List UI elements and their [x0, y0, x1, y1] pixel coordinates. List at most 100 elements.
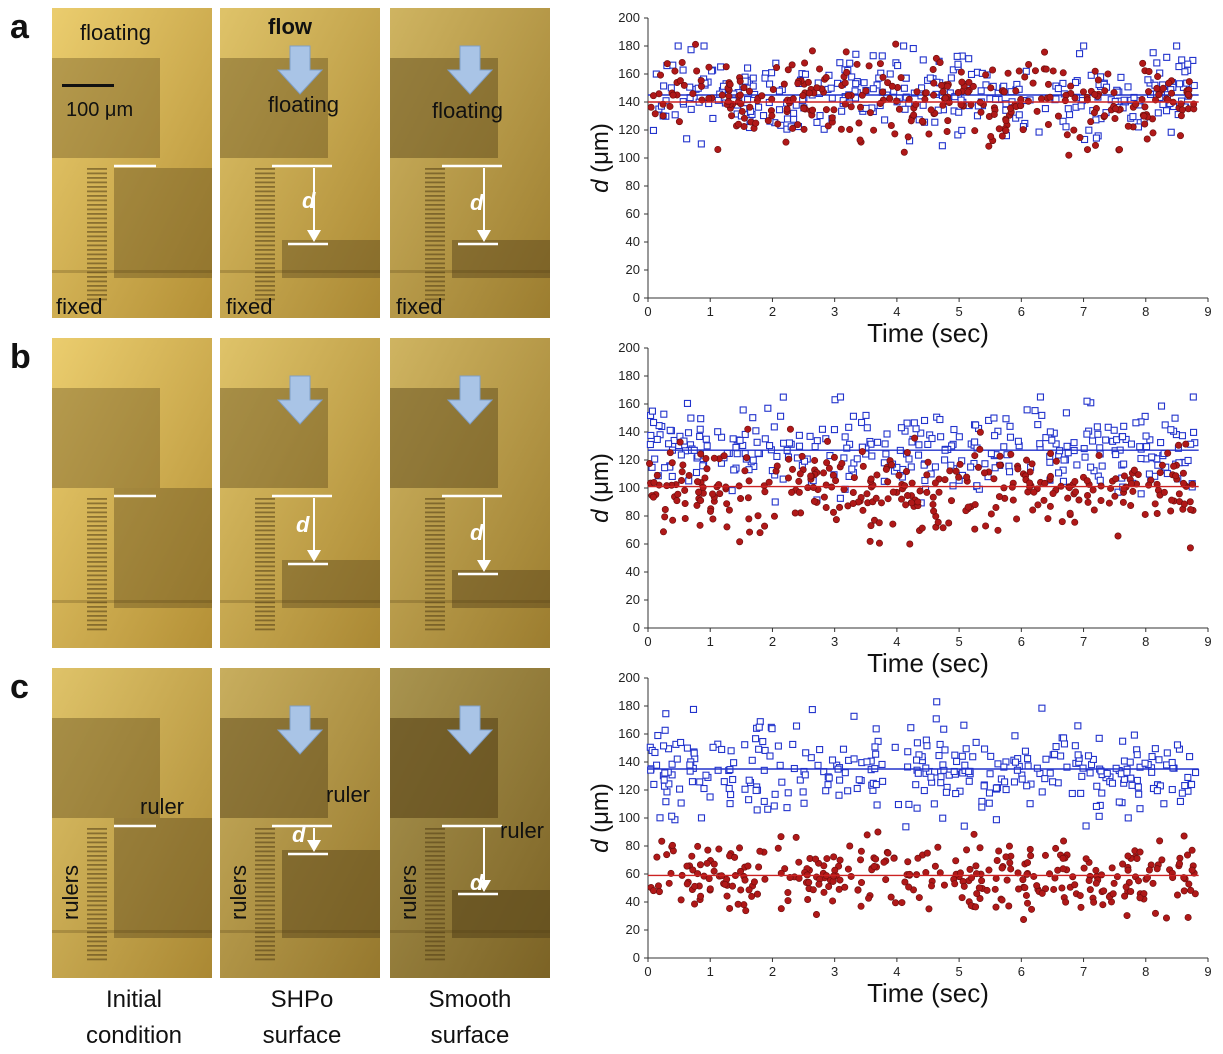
data-point	[868, 452, 876, 460]
data-point	[914, 498, 922, 506]
data-point	[830, 853, 838, 861]
data-point	[709, 743, 717, 751]
data-point	[1102, 436, 1110, 444]
data-point	[888, 82, 896, 90]
data-point	[718, 91, 726, 99]
data-point	[649, 126, 658, 135]
data-point	[1124, 83, 1132, 91]
data-point	[734, 120, 742, 128]
data-point	[655, 888, 663, 896]
data-point	[894, 800, 903, 809]
data-point	[1024, 859, 1032, 867]
data-point	[689, 866, 697, 874]
data-point	[1071, 742, 1079, 750]
data-point	[661, 513, 669, 521]
data-point	[785, 439, 794, 447]
x-tick-label: 5	[955, 964, 962, 979]
data-point	[900, 148, 908, 156]
data-point	[1068, 789, 1076, 798]
data-point	[730, 466, 738, 474]
data-point	[980, 745, 989, 753]
data-point	[1122, 883, 1130, 891]
data-point	[1186, 544, 1194, 552]
data-point	[723, 500, 731, 508]
data-point	[945, 771, 953, 779]
data-point	[1063, 442, 1071, 450]
data-point	[1034, 421, 1042, 429]
data-point	[1101, 87, 1109, 95]
data-point	[836, 856, 844, 864]
data-point	[790, 109, 798, 117]
data-point	[822, 106, 830, 114]
data-point	[857, 418, 866, 427]
data-point	[1121, 892, 1129, 900]
data-point	[1133, 855, 1141, 863]
data-point	[882, 876, 890, 884]
data-point	[953, 52, 961, 60]
data-point	[1086, 769, 1094, 777]
data-point	[1162, 107, 1171, 115]
data-point	[720, 452, 728, 460]
data-point	[855, 776, 863, 784]
data-point	[841, 79, 849, 87]
data-point	[790, 115, 798, 123]
data-point	[892, 40, 900, 48]
data-point	[659, 528, 667, 536]
y-tick-label: 40	[626, 564, 640, 579]
data-point	[1159, 84, 1167, 92]
data-point	[1059, 854, 1067, 862]
data-point	[673, 497, 681, 505]
data-point	[736, 77, 744, 85]
data-point	[759, 112, 768, 120]
data-point	[718, 745, 726, 754]
data-point	[1011, 758, 1020, 766]
data-point	[809, 483, 817, 491]
data-point	[958, 894, 966, 902]
x-tick-label: 6	[1018, 634, 1025, 649]
data-point	[668, 760, 676, 768]
data-point	[869, 52, 877, 60]
data-point	[702, 455, 710, 463]
data-point	[1153, 787, 1161, 795]
data-point	[1067, 82, 1075, 90]
data-point	[1081, 453, 1089, 461]
data-point	[853, 60, 861, 68]
data-point	[676, 77, 684, 85]
data-point	[972, 738, 980, 746]
x-tick-label: 7	[1080, 304, 1087, 319]
x-tick-label: 8	[1142, 964, 1149, 979]
data-point	[1061, 97, 1069, 105]
data-point	[1189, 56, 1197, 64]
x-tick-label: 9	[1204, 964, 1211, 979]
data-point	[773, 462, 781, 470]
data-point	[800, 125, 808, 133]
data-point	[1168, 785, 1176, 794]
label-rulers: rulers	[58, 864, 83, 920]
data-point	[768, 112, 776, 120]
data-point	[1033, 764, 1041, 772]
x-tick-label: 2	[769, 304, 776, 319]
data-point	[895, 471, 903, 479]
data-point	[760, 797, 768, 805]
data-point	[956, 460, 964, 468]
data-point	[1141, 510, 1149, 518]
data-point	[1029, 506, 1037, 514]
data-point	[1065, 111, 1074, 119]
data-point	[783, 105, 791, 113]
data-point	[737, 867, 745, 875]
data-point	[827, 84, 835, 92]
data-point	[935, 751, 943, 760]
data-point	[1138, 96, 1146, 104]
data-point	[1085, 877, 1093, 885]
data-point	[808, 706, 816, 714]
data-point	[1042, 65, 1050, 73]
data-point	[880, 858, 888, 866]
data-point	[1133, 751, 1141, 759]
data-point	[651, 748, 659, 757]
data-point	[905, 883, 913, 891]
data-point	[754, 103, 763, 111]
data-point	[800, 799, 808, 807]
data-point	[1119, 737, 1127, 745]
data-point	[967, 70, 976, 78]
data-point	[929, 493, 937, 501]
